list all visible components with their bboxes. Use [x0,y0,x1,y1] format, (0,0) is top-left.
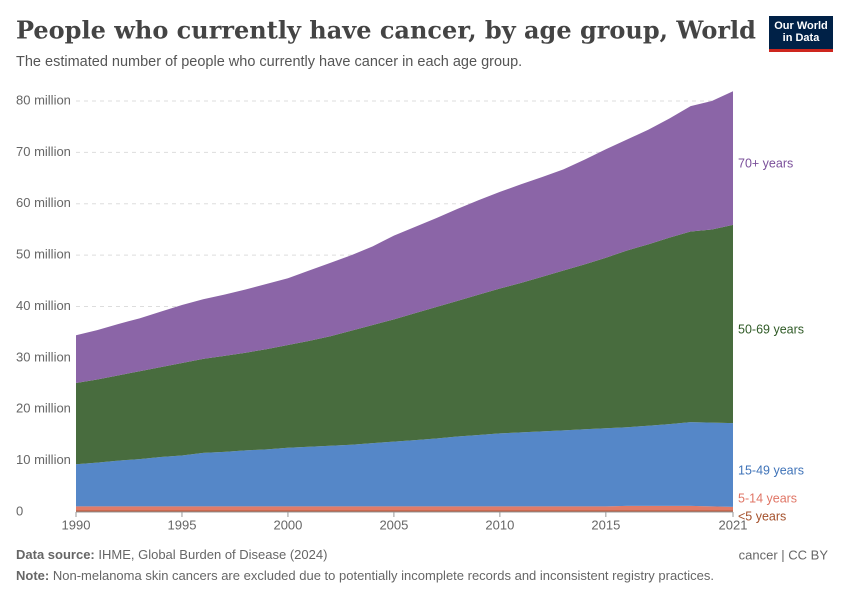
area [76,505,733,511]
x-tick-label: 2000 [273,517,302,532]
chart-subtitle: The estimated number of people who curre… [16,54,522,70]
source-label: Data source: [16,547,95,562]
y-tick-label: 10 million [16,452,71,467]
note-text: Non-melanoma skin cancers are excluded d… [53,568,714,583]
x-tick-label: 2021 [719,517,748,532]
x-tick-label: 2015 [591,517,620,532]
source: Data source: IHME, Global Burden of Dise… [16,547,327,562]
series-label: 70+ years [738,156,793,170]
y-tick-label: 30 million [16,349,71,364]
chart-title: People who currently have cancer, by age… [16,16,756,45]
logo-box [769,16,833,52]
series-label: 15-49 years [738,463,804,477]
logo-wrap: Our World in Data [774,20,828,44]
note-label: Note: [16,568,49,583]
area [76,91,733,384]
logo[interactable]: Our World in Data [769,16,833,52]
area [76,224,733,465]
x-tick-label: 1990 [62,517,91,532]
x-tick-label: 2005 [379,517,408,532]
y-tick-label: 60 million [16,195,71,210]
logo-text: Our World in Data [774,20,828,44]
source-text[interactable]: IHME, Global Burden of Disease (2024) [98,547,327,562]
y-tick-label: 20 million [16,401,71,416]
logo-bar [769,49,833,52]
y-tick-label: 0 [16,503,23,518]
plot-area [76,91,733,513]
note: Note: Non-melanoma skin cancers are excl… [16,568,714,583]
area [76,422,733,507]
series-label: <5 years [738,510,786,524]
y-tick-label: 70 million [16,144,71,159]
series-label: 50-69 years [738,322,804,336]
y-tick-label: 50 million [16,247,71,262]
x-tick-label: 1995 [168,517,197,532]
series-label: 5-14 years [738,492,797,506]
y-tick-label: 40 million [16,298,71,313]
y-tick-label: 80 million [16,92,71,107]
license[interactable]: cancer | CC BY [739,547,829,562]
x-tick-label: 2010 [485,517,514,532]
